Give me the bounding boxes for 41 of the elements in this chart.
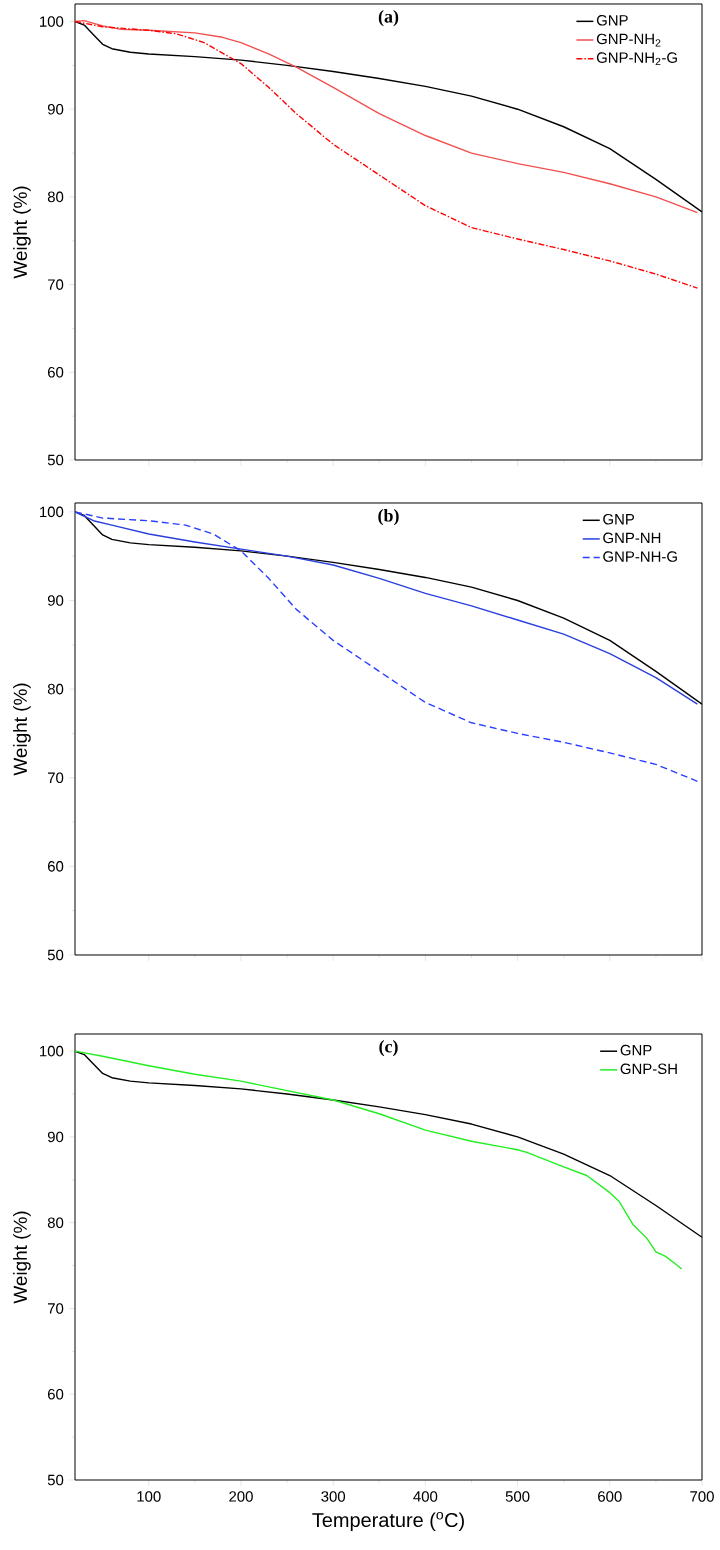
y-axis-title: Weight (%) [13, 1211, 31, 1304]
legend-label: GNP-NH$_{2}$-G [596, 52, 677, 66]
y-tick-label: 60 [47, 1388, 64, 1400]
x-tick-label: 500 [505, 1491, 530, 1502]
y-tick-label: 50 [47, 454, 64, 466]
y-tick-label: 100 [40, 506, 64, 518]
legend-label: GNP-SH [620, 1063, 677, 1075]
y-tick-label: 70 [47, 279, 64, 290]
y-tick-label: 70 [47, 1303, 64, 1314]
y-tick-label: 50 [47, 1474, 64, 1486]
chart-title: (a) [378, 10, 399, 27]
y-tick-label: 50 [47, 949, 64, 961]
y-tick-label: 90 [47, 103, 64, 115]
legend-label: GNP-NH-G [603, 551, 677, 562]
legend-label: GNP [620, 1044, 652, 1056]
chart-title: (b) [378, 508, 399, 526]
legend-label: GNP-NH [603, 532, 661, 544]
x-tick-label: 100 [137, 1491, 161, 1502]
y-tick-label: 100 [40, 1045, 64, 1057]
y-tick-label: 90 [47, 1131, 64, 1143]
legend-label: GNP-NH$_{2}$ [596, 33, 661, 47]
y-tick-label: 90 [47, 595, 64, 606]
x-tick-label: 300 [321, 1491, 346, 1502]
y-tick-label: 80 [47, 191, 64, 203]
line-series [75, 511, 699, 782]
x-tick-label: 700 [690, 1491, 714, 1502]
y-tick-label: 80 [47, 1217, 64, 1228]
y-axis-title: Weight (%) [13, 683, 31, 776]
y-tick-label: 100 [40, 16, 64, 27]
legend-label: GNP [596, 15, 628, 26]
y-tick-label: 80 [47, 683, 64, 695]
y-tick-label: 60 [47, 367, 64, 378]
chart-title: (c) [379, 1039, 398, 1057]
y-tick-label: 70 [47, 772, 64, 784]
x-axis-title: Temperature ($^{o}$C) [312, 1511, 464, 1532]
x-tick-label: 400 [413, 1491, 438, 1502]
y-tick-label: 60 [47, 861, 64, 872]
x-tick-label: 200 [229, 1491, 253, 1502]
legend-label: GNP [603, 513, 635, 525]
y-axis-title: Weight (%) [13, 186, 31, 279]
x-tick-label: 600 [598, 1491, 622, 1502]
